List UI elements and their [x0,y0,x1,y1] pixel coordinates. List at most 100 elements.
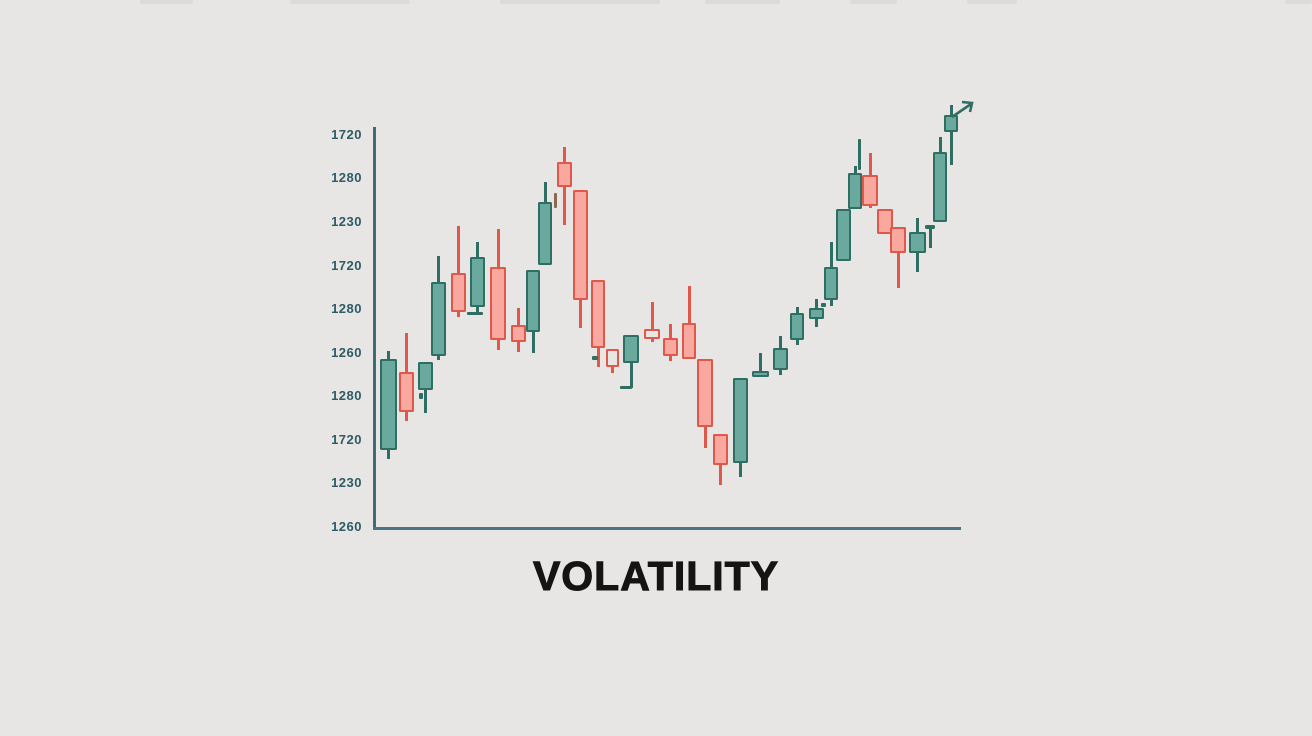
candle-wick-lower [719,465,722,485]
candle-body-bear-hollow [644,329,660,339]
candle-body-bear-hollow [606,349,619,367]
candle-wick-upper [387,351,390,359]
candle-wick-upper [687,286,691,323]
candle-body-bull [733,378,748,463]
candle-wick-upper [476,242,479,257]
candle-wick-upper [457,226,460,273]
brown-tick [554,193,557,208]
underline-dash-1 [467,312,483,315]
candle-wick-lower [517,342,520,352]
candle-body-bull [623,335,639,363]
candle-body-bull [824,267,838,300]
top-edge-smudge [967,0,1017,4]
candle-body-bull [470,257,485,307]
candle-wick-lower [579,300,582,328]
candle-body-bear [713,434,728,465]
candle-wick-lower [496,340,500,350]
candle-wick-upper [669,324,672,338]
candle-wick-lower [424,390,427,413]
candle-body-bear [890,227,906,253]
candle-body-bear [490,267,506,340]
candle-wick-lower [405,412,408,421]
mini-dot-right [821,303,826,307]
candle-wick-lower [815,319,818,327]
candle-wick-lower [949,132,953,165]
detached-green-wick [858,139,861,170]
candle-body-bear [451,273,466,312]
candle-body-bear [557,162,572,187]
y-axis-label: 1280 [331,388,362,403]
candle-wick-lower [563,187,566,225]
candle-wick-upper [779,336,782,348]
y-axis-label: 1720 [331,127,362,142]
y-axis-label: 1280 [331,301,362,316]
candle-wick-lower [387,450,390,459]
y-axis-label: 1230 [331,475,362,490]
candle-body-bear [877,209,893,234]
candle-wick-lower [916,253,919,272]
trend-up-arrow-icon [951,100,974,119]
candle-body-bull [380,359,397,450]
candle-body-bull [773,348,788,370]
candle-wick-upper [543,182,547,202]
candle-body-bull [933,152,947,222]
candle-body-bull [526,270,540,332]
candle-body-bear [682,323,696,359]
candle-wick-upper [437,256,440,282]
top-edge-smudge [705,0,780,4]
candle-wick-lower [703,427,707,448]
y-axis-label: 1720 [331,432,362,447]
candle-wick-upper [829,242,833,267]
candle-body-bear [573,190,588,300]
candle-wick-lower [437,356,440,360]
candle-body-bull [418,362,433,390]
candle-body-bull [431,282,446,356]
candle-wick-upper [563,147,566,162]
candle-wick-lower [476,307,479,313]
top-edge-smudge [1285,0,1312,4]
candle-wick-lower [739,463,742,477]
candle-wick-upper [496,229,500,267]
candle-wick-lower [779,370,782,375]
top-edge-smudge [290,0,410,4]
candle-wick-lower [531,332,535,353]
top-edge-smudge [140,0,193,4]
candle-wick-upper [916,218,919,232]
candle-body-bull [909,232,926,253]
candle-wick-lower [650,339,654,342]
candle-body-bull [790,313,804,340]
candle-wick-upper [938,137,942,152]
candle-body-bear [511,325,526,342]
y-axis-label: 1280 [331,170,362,185]
x-axis-line [373,527,961,530]
candle-wick-upper [815,299,818,308]
candle-wick-upper [759,353,762,371]
candle-wick-upper [795,307,799,313]
candle-body-bear [697,359,713,427]
candle-wick-lower [928,229,932,248]
candle-wick-upper [650,302,654,329]
mini-dash-mid [592,356,598,360]
candle-body-bear [591,280,605,348]
candle-wick-upper [853,166,857,173]
y-axis-label: 1720 [331,258,362,273]
y-axis-label: 1230 [331,214,362,229]
candle-wick-lower [457,312,460,317]
candle-wick-lower [611,367,614,373]
candle-wick-lower [896,253,900,288]
candle-body-bull [944,115,958,132]
candle-wick-lower [829,300,833,306]
candle-body-bull [809,308,824,319]
candle-body-bear [399,372,414,412]
y-axis-line [373,127,376,528]
candle-wick-lower [629,363,633,388]
candle-body-bear [663,338,678,356]
underline-dash-2 [620,386,632,389]
candle-wick-upper [949,105,953,115]
mini-tick-left [419,393,423,399]
y-axis-label: 1260 [331,345,362,360]
candle-body-bear [862,175,878,206]
y-axis-label: 1260 [331,519,362,534]
candle-body-bull [752,371,769,377]
